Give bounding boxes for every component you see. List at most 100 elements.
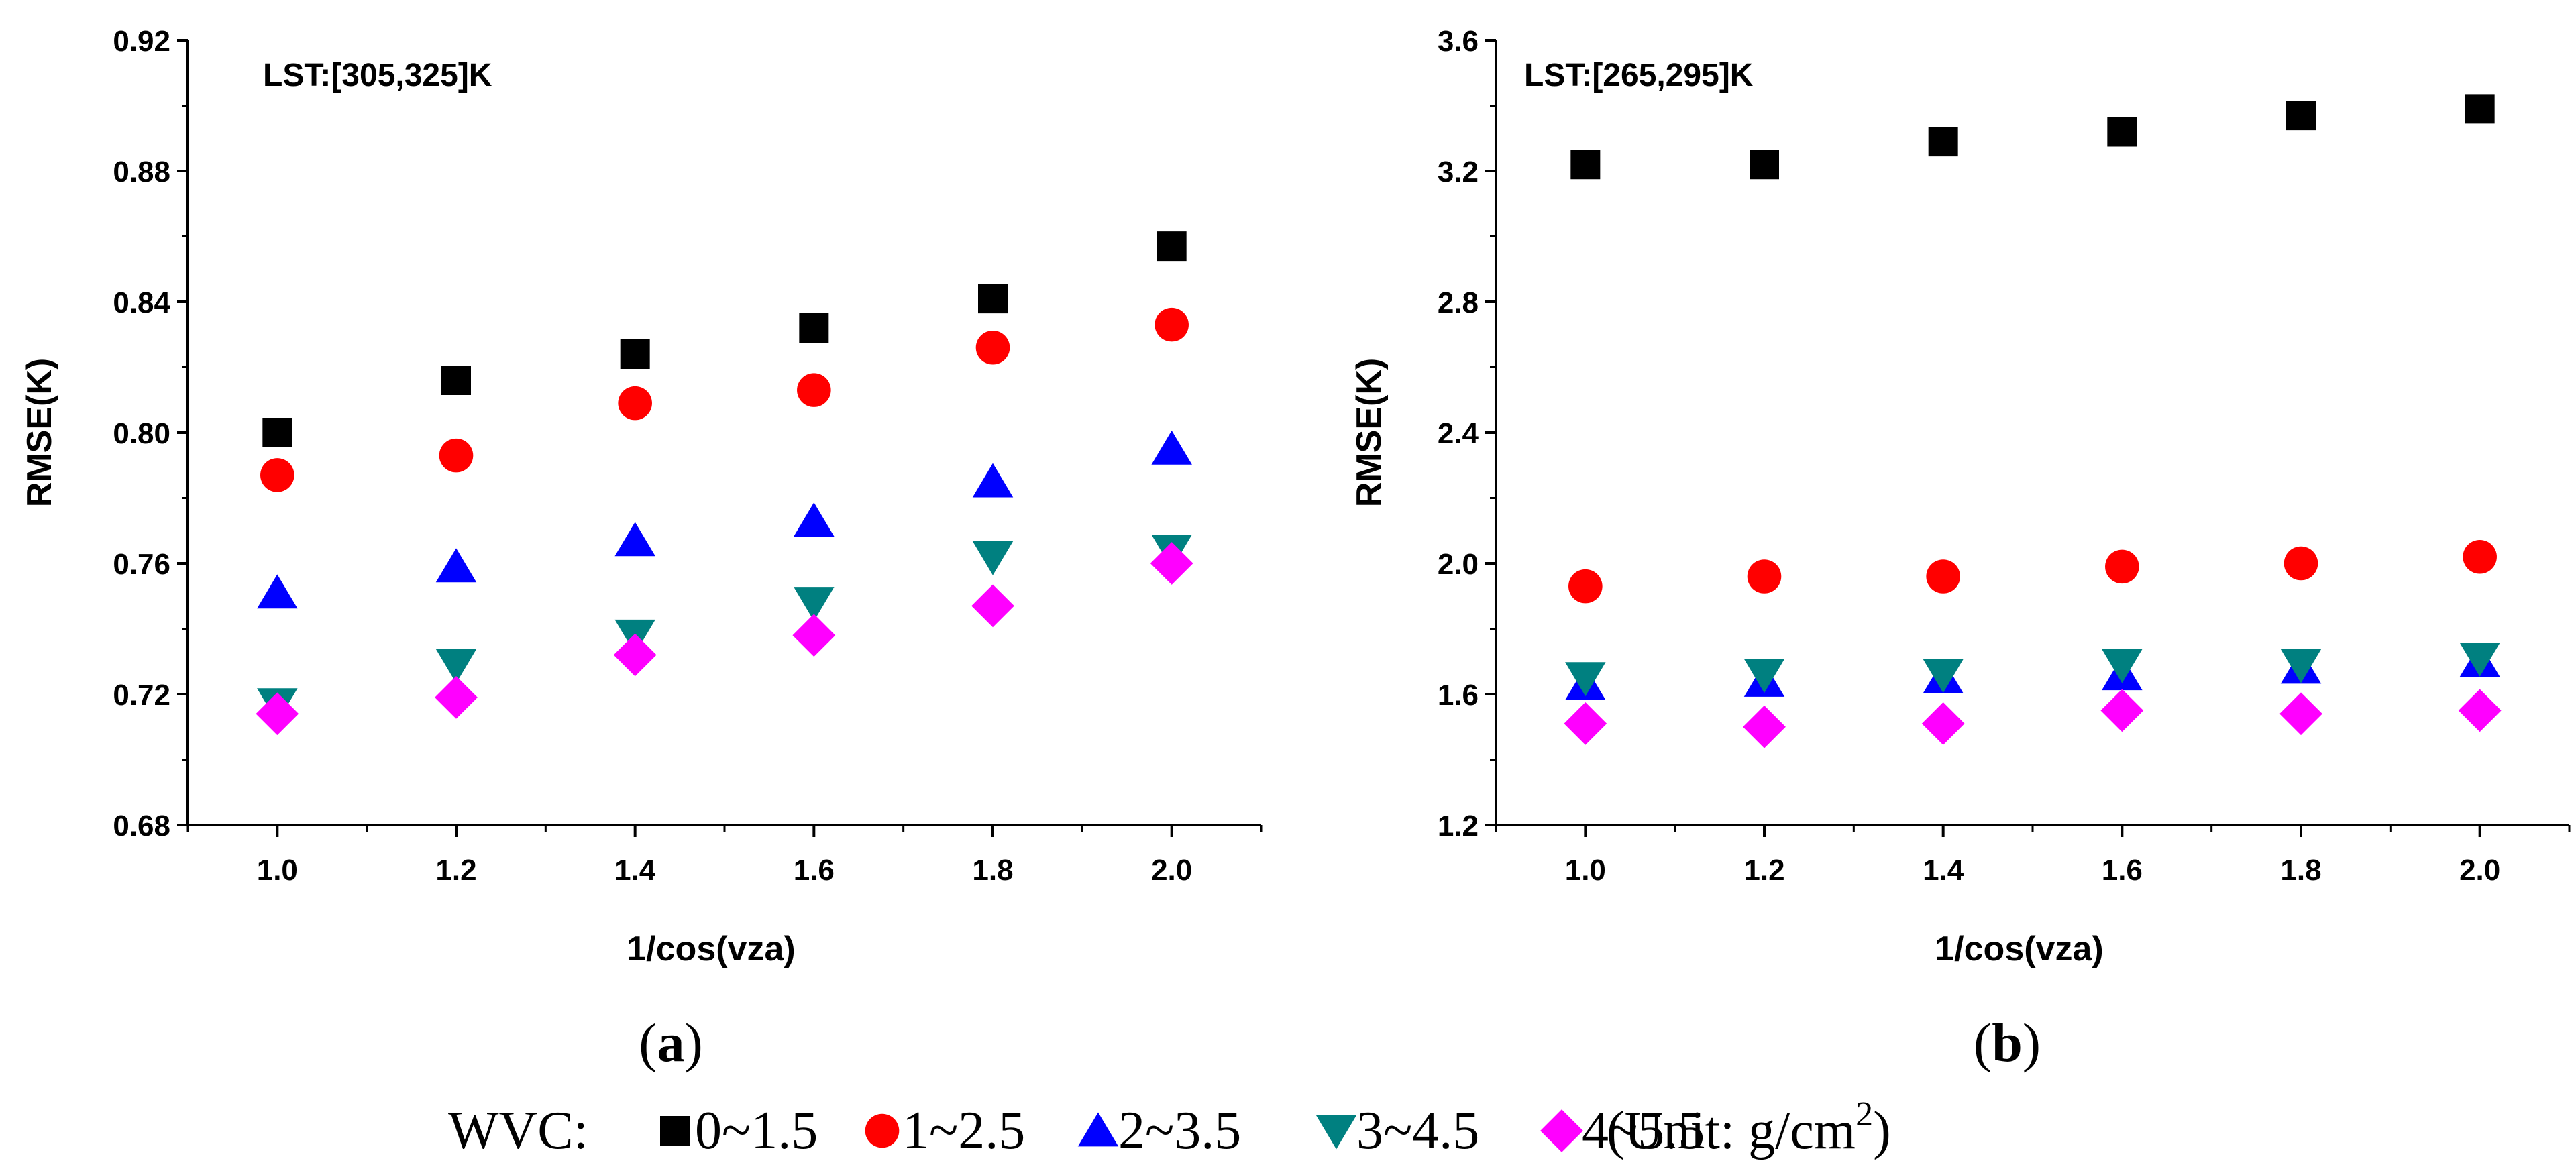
x-tick-label: 1.2	[1743, 854, 1784, 887]
legend-marker-triangle-up	[1077, 1112, 1119, 1147]
data-point-diamond	[256, 692, 299, 736]
data-point-square	[1157, 231, 1187, 262]
data-point-diamond	[1564, 702, 1607, 745]
data-point-circle	[1568, 569, 1603, 604]
data-point-triangle-up	[794, 502, 835, 537]
data-point-diamond	[613, 633, 657, 677]
x-tick-label: 1.4	[614, 854, 656, 887]
x-axis-label: 1/cos(vza)	[1935, 930, 2103, 968]
data-point-square	[620, 339, 650, 369]
y-tick-label: 1.6	[1438, 679, 1479, 712]
legend: WVC: 0~1.5 1~2.5 2~3.5 3~4.5 4~5.5 (Unit: g/…	[448, 1095, 1891, 1160]
x-tick-label: 1.6	[2102, 854, 2143, 887]
data-point-circle	[2463, 539, 2497, 574]
panel-caption-a: (a)	[639, 1012, 703, 1073]
data-point-circle	[618, 386, 652, 421]
data-point-diamond	[2279, 692, 2322, 736]
data-point-circle	[2284, 546, 2318, 581]
data-point-circle	[2105, 549, 2139, 584]
y-tick-label: 0.80	[113, 417, 170, 450]
data-point-square	[2107, 117, 2137, 147]
lst-range-annotation: LST:[265,295]K	[1524, 58, 1754, 93]
data-point-square	[1928, 127, 1958, 157]
data-point-triangle-up	[1151, 430, 1192, 465]
data-point-diamond	[2458, 689, 2502, 732]
y-axis-label: RMSE(K)	[20, 358, 59, 507]
x-tick-label: 1.8	[972, 854, 1013, 887]
data-point-circle	[797, 373, 831, 407]
data-point-triangle-up	[435, 548, 477, 583]
data-point-circle	[439, 438, 474, 473]
x-tick-label: 1.6	[794, 854, 835, 887]
data-point-triangle-up	[614, 522, 655, 557]
data-point-diamond	[1743, 705, 1786, 748]
y-tick-label: 0.84	[113, 286, 170, 319]
data-point-square	[1750, 150, 1779, 180]
legend-marker-diamond	[1540, 1109, 1583, 1152]
y-tick-label: 2.0	[1438, 548, 1479, 581]
x-tick-label: 1.2	[435, 854, 476, 887]
data-point-triangle-up	[972, 463, 1014, 498]
y-tick-label: 1.2	[1438, 810, 1479, 842]
data-point-triangle-down	[1923, 659, 1964, 693]
x-tick-label: 1.0	[1565, 854, 1606, 887]
x-axis-label: 1/cos(vza)	[627, 930, 795, 968]
y-tick-label: 3.2	[1438, 156, 1479, 188]
legend-label: 4~5.5	[1582, 1101, 1705, 1160]
data-point-circle	[260, 458, 294, 492]
y-tick-label: 0.72	[113, 679, 170, 712]
legend-items: 0~1.5 1~2.5 2~3.5 3~4.5 4~5.5	[660, 1101, 1705, 1160]
data-point-circle	[975, 330, 1010, 365]
y-tick-label: 0.88	[113, 156, 170, 188]
data-point-square	[799, 313, 829, 343]
x-tick-label: 1.8	[2280, 854, 2321, 887]
x-tick-label: 1.0	[257, 854, 298, 887]
data-point-square	[2286, 101, 2316, 131]
legend-unit: (Unit: g/cm2)	[1607, 1095, 1891, 1160]
y-axis-label: RMSE(K)	[1350, 358, 1389, 507]
legend-marker-circle	[865, 1113, 900, 1148]
data-point-square	[978, 284, 1008, 314]
legend-marker-triangle-down	[1316, 1115, 1357, 1150]
data-point-triangle-down	[1743, 659, 1785, 693]
y-tick-label: 0.92	[113, 25, 170, 58]
legend-marker-square	[660, 1116, 690, 1146]
y-tick-label: 2.8	[1438, 286, 1479, 319]
legend-label: 0~1.5	[695, 1101, 818, 1160]
data-point-triangle-down	[435, 649, 477, 683]
x-tick-label: 1.4	[1923, 854, 1964, 887]
data-point-triangle-down	[972, 541, 1014, 575]
data-point-triangle-down	[1565, 662, 1606, 697]
legend-label: 2~3.5	[1118, 1101, 1241, 1160]
data-point-square	[2465, 94, 2495, 124]
data-point-triangle-down	[2102, 649, 2143, 683]
data-point-circle	[1747, 559, 1782, 594]
data-point-diamond	[435, 675, 478, 719]
panel-b: 1.2 1.6 2.0 2.4 2.8 3.2 3.6 1.0 1.2 1.4 1.6 1.8 2.0 1…	[1350, 25, 2571, 968]
data-point-diamond	[1150, 542, 1193, 585]
legend-label: 3~4.5	[1356, 1101, 1479, 1160]
panel-a: 0.68 0.72 0.76 0.80 0.84 0.88 0.92 1.0 1.2 1.4 1.6…	[20, 25, 1263, 968]
data-point-triangle-down	[2459, 643, 2500, 677]
y-tick-label: 0.76	[113, 548, 170, 581]
data-point-square	[262, 418, 292, 447]
data-point-diamond	[792, 614, 836, 657]
data-point-circle	[1155, 307, 1189, 342]
data-point-square	[441, 366, 471, 395]
data-point-triangle-up	[257, 574, 298, 609]
legend-label: 1~2.5	[902, 1101, 1025, 1160]
panel-caption-b: (b)	[1974, 1012, 2041, 1073]
y-tick-label: 3.6	[1438, 25, 1479, 58]
x-tick-label: 2.0	[2459, 854, 2500, 887]
lst-range-annotation: LST:[305,325]K	[263, 58, 492, 93]
data-point-circle	[1926, 559, 1960, 594]
data-point-triangle-down	[2280, 649, 2322, 683]
data-point-diamond	[2100, 689, 2144, 732]
y-tick-label: 2.4	[1438, 417, 1479, 450]
data-point-square	[1570, 150, 1601, 180]
data-point-triangle-down	[794, 587, 835, 621]
legend-prefix: WVC:	[448, 1101, 588, 1160]
y-tick-label: 0.68	[113, 810, 170, 842]
x-tick-label: 2.0	[1151, 854, 1192, 887]
